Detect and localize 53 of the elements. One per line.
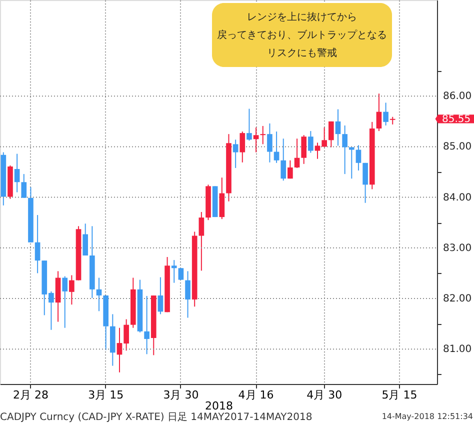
candlestick: [335, 108, 341, 146]
candlestick: [232, 139, 238, 168]
x-tick-label: 2月 28: [12, 388, 48, 402]
candlestick: [308, 130, 314, 154]
candlestick: [21, 174, 27, 198]
y-tick-label: 82.00: [443, 294, 472, 304]
candlestick: [356, 144, 362, 171]
annotation: リスクにも警戒: [267, 47, 337, 59]
candlestick: [294, 138, 300, 168]
x-tick-label: 4月 16: [238, 388, 274, 402]
candlestick: [376, 93, 382, 132]
candlestick: [383, 102, 388, 126]
candlestick: [185, 270, 190, 318]
candlestick: [158, 276, 164, 315]
y-tick-label: 81.00: [443, 344, 472, 356]
candlestick: [260, 125, 266, 145]
candlestick: [198, 211, 204, 272]
candlestick: [288, 160, 293, 180]
candlestick: [14, 153, 20, 193]
candlestick: [274, 131, 280, 164]
candlestick: [178, 268, 184, 280]
candlestick: [246, 108, 252, 142]
y-tick-label: 83.00: [443, 242, 472, 254]
candlestick: [82, 223, 88, 256]
candlestick: [171, 260, 177, 284]
text: 14-May-2018 12:51:34: [382, 412, 473, 421]
candlestick: [62, 276, 68, 328]
candlestick: [96, 277, 102, 312]
annotation: レンジを上に抜けてから: [247, 11, 357, 23]
y-tick-label: 86.00: [443, 91, 472, 102]
candlestick: [240, 131, 246, 163]
text: 85.55: [442, 114, 471, 125]
candlestick: [219, 177, 225, 220]
candlestick: [144, 295, 150, 355]
candlestick: [328, 120, 334, 148]
x-tick-label: 3月 15: [88, 388, 124, 402]
candlestick: [69, 274, 74, 306]
candlestick: [342, 124, 348, 175]
text: CADJPY Curncy (CAD-JPY X-RATE) 日足 14MAY2017-14MAY2018: [0, 412, 312, 423]
candlestick: [267, 122, 272, 163]
y-tick-label: 84.00: [443, 192, 472, 204]
candlestick: [253, 126, 259, 153]
candlestick: [362, 162, 368, 204]
candlestick: [280, 138, 286, 182]
x-tick-label: 3月 30: [163, 388, 199, 402]
x-tick-label: 4月 30: [306, 388, 342, 402]
annotation: 戻ってきており、ブルトラップとなる: [217, 29, 387, 41]
candlestick: [34, 214, 40, 274]
y-tick-label: 85.00: [443, 142, 472, 153]
candlestick: [348, 146, 354, 180]
x-tick-label: 5月 15: [382, 388, 418, 402]
candlestick: [301, 134, 307, 164]
x-axis-title: 2018: [205, 400, 233, 412]
